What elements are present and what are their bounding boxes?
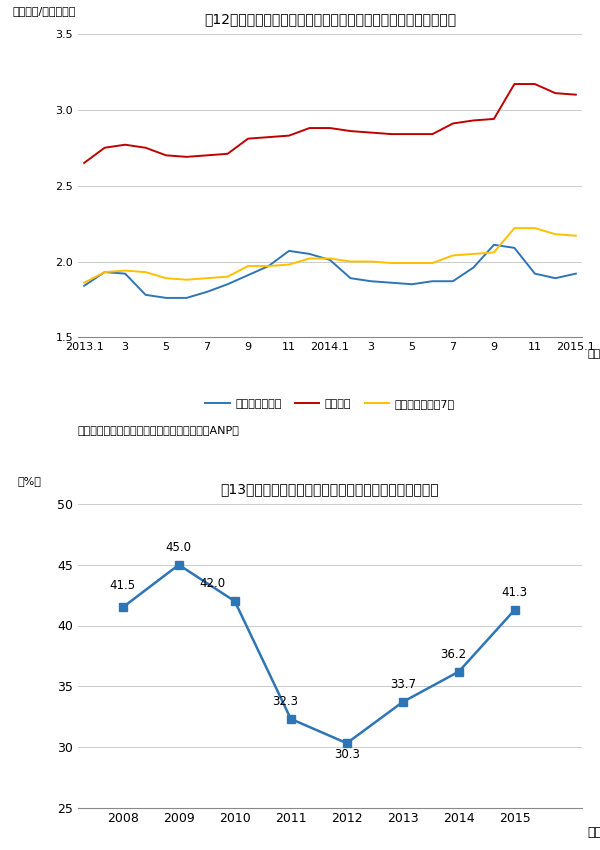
Text: 41.3: 41.3 xyxy=(502,586,528,598)
含水エタノール xyxy=(142,290,149,300)
ガソリン xyxy=(409,129,416,139)
ガソリン価格の7割 xyxy=(552,230,559,240)
Title: 図13　国内の燃料需要量に占める含水エタノールの割合: 図13 国内の燃料需要量に占める含水エタノールの割合 xyxy=(221,482,439,496)
ガソリン xyxy=(347,126,354,136)
ガソリン xyxy=(429,129,436,139)
ガソリン価格の7割 xyxy=(101,267,108,277)
含水エタノール xyxy=(80,280,88,291)
含水エタノール xyxy=(286,246,293,256)
含水エタノール xyxy=(326,255,334,265)
ガソリン価格の7割 xyxy=(183,275,190,285)
ガソリン xyxy=(163,150,170,161)
ガソリン価格の7割 xyxy=(286,259,293,269)
ガソリン価格の7割 xyxy=(163,273,170,283)
ガソリン価格の7割 xyxy=(224,271,231,281)
ガソリン xyxy=(101,143,108,153)
Line: 含水エタノール: 含水エタノール xyxy=(84,245,576,298)
含水エタノール xyxy=(388,278,395,288)
Text: 32.3: 32.3 xyxy=(272,695,298,708)
ガソリン価格の7割 xyxy=(572,230,580,241)
ガソリン xyxy=(183,152,190,162)
Text: （年）: （年） xyxy=(587,825,600,839)
ガソリン xyxy=(122,139,129,150)
含水エタノール xyxy=(244,270,251,280)
Text: （月）: （月） xyxy=(587,349,600,360)
ガソリン価格の7割 xyxy=(347,257,354,267)
Text: 資料：石油・天然ガス・バイオ燃料監督庁（ANP）: 資料：石油・天然ガス・バイオ燃料監督庁（ANP） xyxy=(78,425,240,435)
含水エタノール xyxy=(470,263,477,273)
ガソリン xyxy=(511,79,518,89)
ガソリン xyxy=(244,133,251,144)
Text: 42.0: 42.0 xyxy=(199,577,226,590)
Text: （%）: （%） xyxy=(17,476,41,486)
Text: 30.3: 30.3 xyxy=(334,748,360,762)
ガソリン価格の7割 xyxy=(388,258,395,268)
ガソリン xyxy=(224,149,231,159)
含水エタノール xyxy=(429,276,436,286)
ガソリン価格の7割 xyxy=(429,258,436,268)
ガソリン価格の7割 xyxy=(80,278,88,288)
ガソリン xyxy=(531,79,538,89)
Legend: 含水エタノール, ガソリン, ガソリン価格の7割: 含水エタノール, ガソリン, ガソリン価格の7割 xyxy=(201,394,459,413)
Title: 図12　エタノールとガソリンの小売価格の推移（サンパウロ州）: 図12 エタノールとガソリンの小売価格の推移（サンパウロ州） xyxy=(204,12,456,26)
ガソリン価格の7割 xyxy=(265,261,272,271)
含水エタノール xyxy=(122,269,129,279)
ガソリン価格の7割 xyxy=(142,267,149,277)
ガソリン xyxy=(552,88,559,99)
ガソリン xyxy=(203,150,211,161)
含水エタノール xyxy=(306,249,313,259)
含水エタノール xyxy=(265,261,272,271)
含水エタノール xyxy=(572,269,580,279)
Text: （レアル/リットル）: （レアル/リットル） xyxy=(13,6,76,16)
ガソリン価格の7割 xyxy=(306,253,313,264)
含水エタノール xyxy=(490,240,497,250)
ガソリン xyxy=(265,132,272,142)
Text: 45.0: 45.0 xyxy=(166,541,192,554)
Text: 41.5: 41.5 xyxy=(110,579,136,592)
ガソリン価格の7割 xyxy=(470,249,477,259)
ガソリン xyxy=(470,116,477,126)
ガソリン xyxy=(306,123,313,133)
Text: 36.2: 36.2 xyxy=(440,648,466,660)
ガソリン xyxy=(367,128,374,138)
含水エタノール xyxy=(367,276,374,286)
含水エタノール xyxy=(347,273,354,283)
ガソリン価格の7割 xyxy=(367,257,374,267)
ガソリン xyxy=(326,123,334,133)
ガソリン価格の7割 xyxy=(449,251,457,261)
含水エタノール xyxy=(163,292,170,303)
ガソリン xyxy=(142,143,149,153)
含水エタノール xyxy=(449,276,457,286)
含水エタノール xyxy=(531,269,538,279)
ガソリン価格の7割 xyxy=(511,223,518,233)
Text: 33.7: 33.7 xyxy=(390,678,416,691)
ガソリン xyxy=(388,129,395,139)
含水エタノール xyxy=(183,292,190,303)
含水エタノール xyxy=(409,279,416,289)
ガソリン価格の7割 xyxy=(409,258,416,268)
ガソリン価格の7割 xyxy=(244,261,251,271)
含水エタノール xyxy=(511,243,518,253)
ガソリン価格の7割 xyxy=(326,253,334,264)
ガソリン価格の7割 xyxy=(122,265,129,275)
ガソリン xyxy=(490,114,497,124)
ガソリン xyxy=(572,89,580,99)
ガソリン xyxy=(286,131,293,141)
Line: ガソリン: ガソリン xyxy=(84,84,576,163)
含水エタノール xyxy=(101,267,108,277)
Line: ガソリン価格の7割: ガソリン価格の7割 xyxy=(84,228,576,283)
ガソリン xyxy=(449,118,457,128)
含水エタノール xyxy=(224,279,231,289)
含水エタノール xyxy=(552,273,559,283)
含水エタノール xyxy=(203,286,211,297)
ガソリン価格の7割 xyxy=(203,273,211,283)
ガソリン価格の7割 xyxy=(531,223,538,233)
ガソリン価格の7割 xyxy=(490,247,497,258)
ガソリン xyxy=(80,158,88,168)
